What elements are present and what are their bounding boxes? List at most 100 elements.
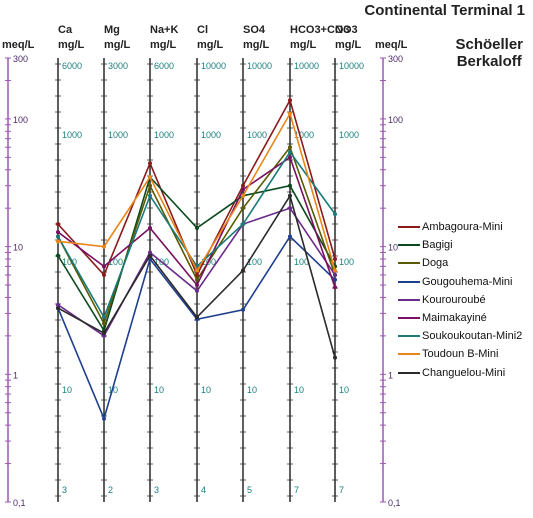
data-point bbox=[148, 161, 152, 166]
legend-label: Doga bbox=[422, 257, 449, 270]
legend-swatch bbox=[398, 298, 420, 301]
series-layer bbox=[56, 98, 337, 422]
axis-unit-Ca: mg/L bbox=[58, 39, 85, 51]
legend-label: Bagigi bbox=[422, 239, 453, 252]
data-point bbox=[102, 264, 106, 269]
axis-tick-label: 100 bbox=[62, 257, 77, 267]
data-point bbox=[333, 212, 337, 217]
axis-tick-label: 100 bbox=[339, 257, 354, 267]
axis-tick-label: 10 bbox=[294, 385, 304, 395]
meq-tick-label: 0,1 bbox=[13, 498, 26, 508]
data-point bbox=[288, 145, 292, 150]
data-point bbox=[148, 250, 152, 255]
data-point bbox=[56, 222, 60, 227]
data-point bbox=[241, 222, 245, 227]
axis-tick-label: 10000 bbox=[339, 61, 364, 71]
data-point bbox=[241, 206, 245, 211]
data-point bbox=[56, 302, 60, 307]
axis-tick-label: 10 bbox=[247, 385, 257, 395]
legend-swatch bbox=[398, 353, 420, 356]
data-point bbox=[148, 193, 152, 198]
meq-tick-label: 10 bbox=[13, 243, 23, 253]
legend-label: Toudoun B-Mini bbox=[422, 348, 499, 361]
meq-tick-label: 1 bbox=[388, 370, 393, 380]
chart-title: Continental Terminal 1 bbox=[364, 2, 525, 19]
meq-tick-label: 1 bbox=[13, 370, 18, 380]
legend-swatch bbox=[398, 371, 420, 374]
legend-item: Gougouhema-Mini bbox=[398, 273, 522, 291]
data-point bbox=[241, 183, 245, 188]
axis-tick-label: 1000 bbox=[154, 130, 174, 140]
method-line-2: Berkaloff bbox=[456, 53, 522, 70]
data-point bbox=[241, 268, 245, 273]
meq-tick-label: 0,1 bbox=[388, 498, 401, 508]
legend-item: Ambagoura-Mini bbox=[398, 218, 522, 236]
legend-item: Toudoun B-Mini bbox=[398, 345, 522, 363]
data-point bbox=[56, 234, 60, 239]
axis-unit-NaK: mg/L bbox=[150, 39, 177, 51]
axis-tick-label: 1000 bbox=[201, 130, 221, 140]
axis-tick-label: 3 bbox=[154, 485, 159, 495]
legend-swatch bbox=[398, 280, 420, 283]
data-point bbox=[333, 355, 337, 360]
axis-name-NO3: NO3 bbox=[335, 24, 358, 36]
legend-item: Kourouroubé bbox=[398, 291, 522, 309]
legend-label: Maimakayiné bbox=[422, 312, 487, 325]
axis-name-Ca: Ca bbox=[58, 24, 73, 36]
data-point bbox=[102, 244, 106, 249]
axis-tick-label: 2 bbox=[108, 485, 113, 495]
data-point bbox=[148, 225, 152, 230]
axis-unit-HCO3: mg/L bbox=[290, 39, 317, 51]
axis-unit-NO3: mg/L bbox=[335, 39, 362, 51]
axis-tick-label: 3 bbox=[62, 485, 67, 495]
data-point bbox=[333, 285, 337, 290]
data-point bbox=[148, 183, 152, 188]
axis-tick-label: 4 bbox=[201, 485, 206, 495]
axis-tick-label: 100 bbox=[108, 257, 123, 267]
meq-axis-label-right: meq/L bbox=[375, 39, 408, 51]
data-point bbox=[288, 234, 292, 239]
legend-item: Maimakayiné bbox=[398, 309, 522, 327]
axis-unit-Cl: mg/L bbox=[197, 39, 224, 51]
data-point bbox=[195, 225, 199, 230]
data-point bbox=[288, 98, 292, 103]
legend-swatch bbox=[398, 317, 420, 320]
data-point bbox=[288, 193, 292, 198]
data-point bbox=[288, 111, 292, 116]
data-point bbox=[56, 306, 60, 311]
data-point bbox=[195, 272, 199, 277]
legend-item: Doga bbox=[398, 254, 522, 272]
data-point bbox=[288, 150, 292, 155]
meq-tick-label: 300 bbox=[388, 54, 403, 64]
data-point bbox=[241, 193, 245, 198]
data-point bbox=[195, 283, 199, 288]
axis-tick-label: 5 bbox=[247, 485, 252, 495]
data-point bbox=[195, 268, 199, 273]
data-point bbox=[241, 187, 245, 192]
axis-tick-label: 10 bbox=[62, 385, 72, 395]
data-point bbox=[288, 155, 292, 160]
axis-tick-label: 3000 bbox=[108, 61, 128, 71]
legend-item: Changuelou-Mini bbox=[398, 364, 522, 382]
data-point bbox=[102, 321, 106, 326]
axis-name-HCO3: HCO3+CO3 bbox=[290, 24, 350, 36]
axis-tick-label: 1000 bbox=[339, 130, 359, 140]
axis-tick-label: 1000 bbox=[108, 130, 128, 140]
axis-tick-label: 7 bbox=[294, 485, 299, 495]
axis-tick-label: 10 bbox=[154, 385, 164, 395]
data-point bbox=[102, 416, 106, 421]
legend-label: Changuelou-Mini bbox=[422, 366, 506, 379]
data-point bbox=[241, 307, 245, 312]
legend-swatch bbox=[398, 244, 420, 247]
meq-tick-label: 10 bbox=[388, 243, 398, 253]
data-point bbox=[148, 175, 152, 180]
meq-tick-label: 100 bbox=[13, 115, 28, 125]
axis-tick-label: 1000 bbox=[62, 130, 82, 140]
axis-tick-label: 6000 bbox=[62, 61, 82, 71]
axis-tick-label: 10 bbox=[201, 385, 211, 395]
axis-tick-label: 10000 bbox=[294, 61, 319, 71]
axis-name-NaK: Na+K bbox=[150, 24, 178, 36]
axis-name-SO4: SO4 bbox=[243, 24, 266, 36]
axis-tick-label: 100 bbox=[294, 257, 309, 267]
